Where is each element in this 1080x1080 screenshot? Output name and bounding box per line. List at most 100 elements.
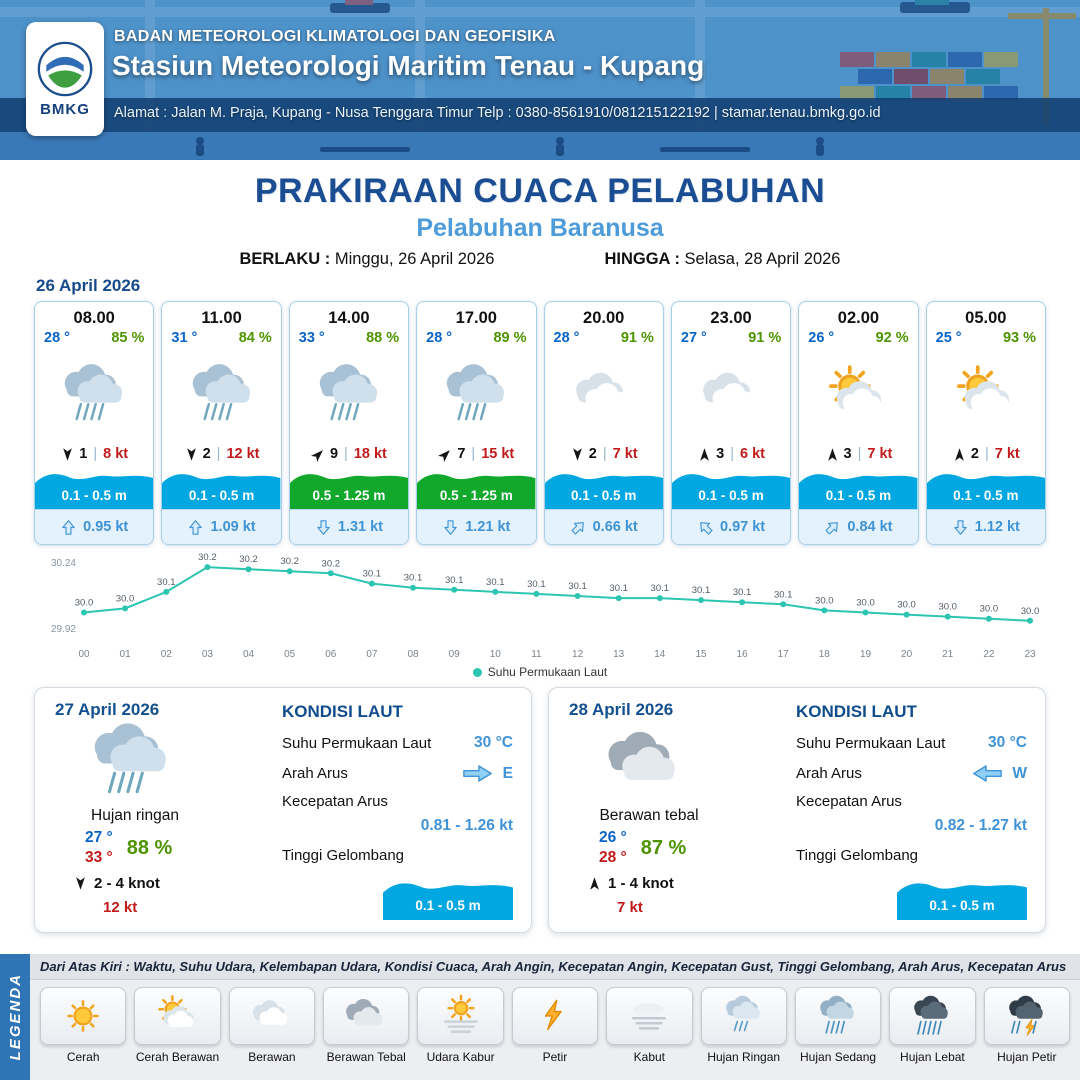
point-label: 30.1: [486, 577, 505, 588]
bmkg-logo: BMKG: [26, 22, 104, 136]
weather-icon: [162, 346, 280, 446]
wave-height: 0.1 - 0.5 m: [35, 467, 154, 509]
point-label: 30.1: [692, 585, 711, 596]
legend-item-label: Udara Kabur: [426, 1050, 495, 1064]
wave-height-value: 0.1 - 0.5 m: [825, 488, 892, 503]
legend-item: Kabut: [606, 987, 693, 1064]
legend-title-bar: LEGENDA: [0, 954, 30, 1080]
temperature: 27 °: [680, 330, 707, 346]
wave-height-value: 0.1 - 0.5 m: [929, 898, 995, 913]
page-title: PRAKIRAAN CUACA PELABUHAN: [254, 172, 826, 210]
wind-direction-icon: [73, 876, 88, 891]
legend-item-label: Hujan Sedang: [800, 1050, 877, 1064]
point-label: 30.1: [609, 583, 628, 594]
wind-direction-icon: [435, 443, 456, 464]
chart-legend: Suhu Permukaan Laut: [34, 665, 1046, 679]
weather-icon: [799, 346, 917, 446]
legend-dot-icon: [472, 667, 482, 677]
wind-beaufort: 3: [716, 446, 725, 462]
daily-card: 27 April 2026 Hujan ringan 27 ° 33 ° 88 …: [34, 687, 532, 933]
forecast-card: 05.00 25 ° 93 % 2 | 7 kt 0.1 - 0.5 m 1.12 kt: [925, 301, 1046, 545]
x-tick-label: 07: [366, 649, 378, 660]
current-speed: 1.31 kt: [337, 519, 384, 535]
legend-item: Hujan Lebat: [889, 987, 976, 1064]
wind-row: 1 - 4 knot: [587, 875, 774, 892]
wind-row: 7 | 15 kt: [417, 446, 535, 462]
legend-item: Hujan Petir: [983, 987, 1070, 1064]
time-label: 14.00: [328, 309, 370, 327]
wind-range: 2 - 4 knot: [94, 875, 160, 892]
wind-speed: 18 kt: [353, 446, 387, 462]
weather-icon: [672, 346, 790, 446]
wind-beaufort: 2: [588, 446, 597, 462]
legend-item-label: Hujan Ringan: [707, 1050, 781, 1064]
weather-icon: [417, 346, 535, 446]
legend-item: Berawan: [228, 987, 316, 1064]
x-tick-label: 05: [284, 649, 296, 660]
daily-weather-icon: [65, 722, 260, 809]
legend-items: Cerah Cerah Berawan Berawan Berawan Tebal Ud…: [30, 980, 1080, 1080]
point-label: 30.0: [856, 598, 875, 609]
legend-section: LEGENDA Dari Atas Kiri : Waktu, Suhu Uda…: [0, 954, 1080, 1080]
wind-beaufort: 7: [457, 446, 466, 462]
wind-direction-icon: [587, 876, 602, 891]
legend-item-label: Hujan Petir: [997, 1050, 1057, 1064]
current-speed: 0.82 - 1.27 kt: [934, 817, 1027, 834]
point-label: 30.2: [322, 558, 341, 569]
wind-speed: 7 kt: [617, 899, 643, 916]
data-point: [739, 599, 746, 606]
cerah-icon: [40, 987, 127, 1045]
wind-speed: 8 kt: [103, 446, 129, 462]
data-point: [368, 580, 375, 587]
daily-weather-icon: [579, 722, 774, 809]
point-label: 30.0: [75, 598, 94, 609]
x-tick-label: 22: [983, 649, 995, 660]
sst-chart-svg: 30.24 29.92 30.0 00 30.0 01 30.1 02 30.2 03 30.2 04…: [51, 552, 1039, 660]
current-speed: 1.09 kt: [210, 519, 256, 535]
data-point: [944, 613, 951, 620]
temp-min: 26 °: [599, 829, 627, 846]
x-tick-label: 10: [490, 649, 502, 660]
temperature: 26 °: [808, 330, 835, 346]
data-point: [533, 590, 540, 597]
point-label: 30.2: [198, 552, 217, 563]
current-direction-icon: [462, 764, 494, 783]
current-speed: 0.66 kt: [592, 519, 638, 535]
valid-from: BERLAKU : Minggu, 26 April 2026: [239, 250, 495, 268]
x-tick-label: 13: [613, 649, 625, 660]
x-tick-label: 14: [654, 649, 666, 660]
data-point: [821, 607, 828, 614]
humidity: 85 %: [111, 330, 145, 346]
current-row: 0.84 kt: [799, 509, 918, 544]
x-tick-label: 20: [901, 649, 913, 660]
humidity: 92 %: [875, 330, 909, 346]
data-point: [698, 597, 704, 604]
wind-row: 9 | 18 kt: [290, 446, 408, 462]
current-direction-icon: [187, 519, 204, 536]
wind-direction-icon: [184, 447, 199, 462]
wind-row: 1 | 8 kt: [35, 446, 153, 462]
forecast-card: 23.00 27 ° 91 % 3 | 6 kt 0.1 - 0.5 m 0.97 kt: [670, 301, 792, 545]
point-label: 30.1: [445, 575, 464, 586]
current-speed: 0.81 - 1.26 kt: [420, 817, 513, 834]
wind-beaufort: 9: [329, 446, 339, 462]
data-point: [122, 605, 129, 612]
legend-item: Petir: [511, 987, 599, 1064]
header: BMKG BADAN METEOROLOGI KLIMATOLOGI DAN G…: [0, 0, 1080, 160]
agency-name: BADAN METEOROLOGI KLIMATOLOGI DAN GEOFIS…: [114, 28, 556, 45]
legend-item: Cerah Berawan: [134, 987, 221, 1064]
weather-icon: [290, 346, 408, 446]
x-tick-label: 04: [243, 649, 255, 660]
point-label: 30.0: [897, 600, 916, 611]
wave-height-value: 0.1 - 0.5 m: [953, 488, 1019, 503]
wind-direction-icon: [825, 447, 840, 462]
point-label: 30.1: [568, 581, 587, 592]
wave-height: 0.1 - 0.5 m: [926, 467, 1045, 509]
valid-to: HINGGA : Selasa, 28 April 2026: [604, 250, 841, 268]
petir-icon: [511, 987, 599, 1045]
legend-item-label: Cerah Berawan: [135, 1050, 220, 1064]
data-point: [410, 584, 416, 591]
wave-height-value: 0.5 - 1.25 m: [312, 488, 386, 503]
hujan-lebat-icon: [889, 987, 976, 1045]
current-direction-icon: [952, 519, 969, 536]
